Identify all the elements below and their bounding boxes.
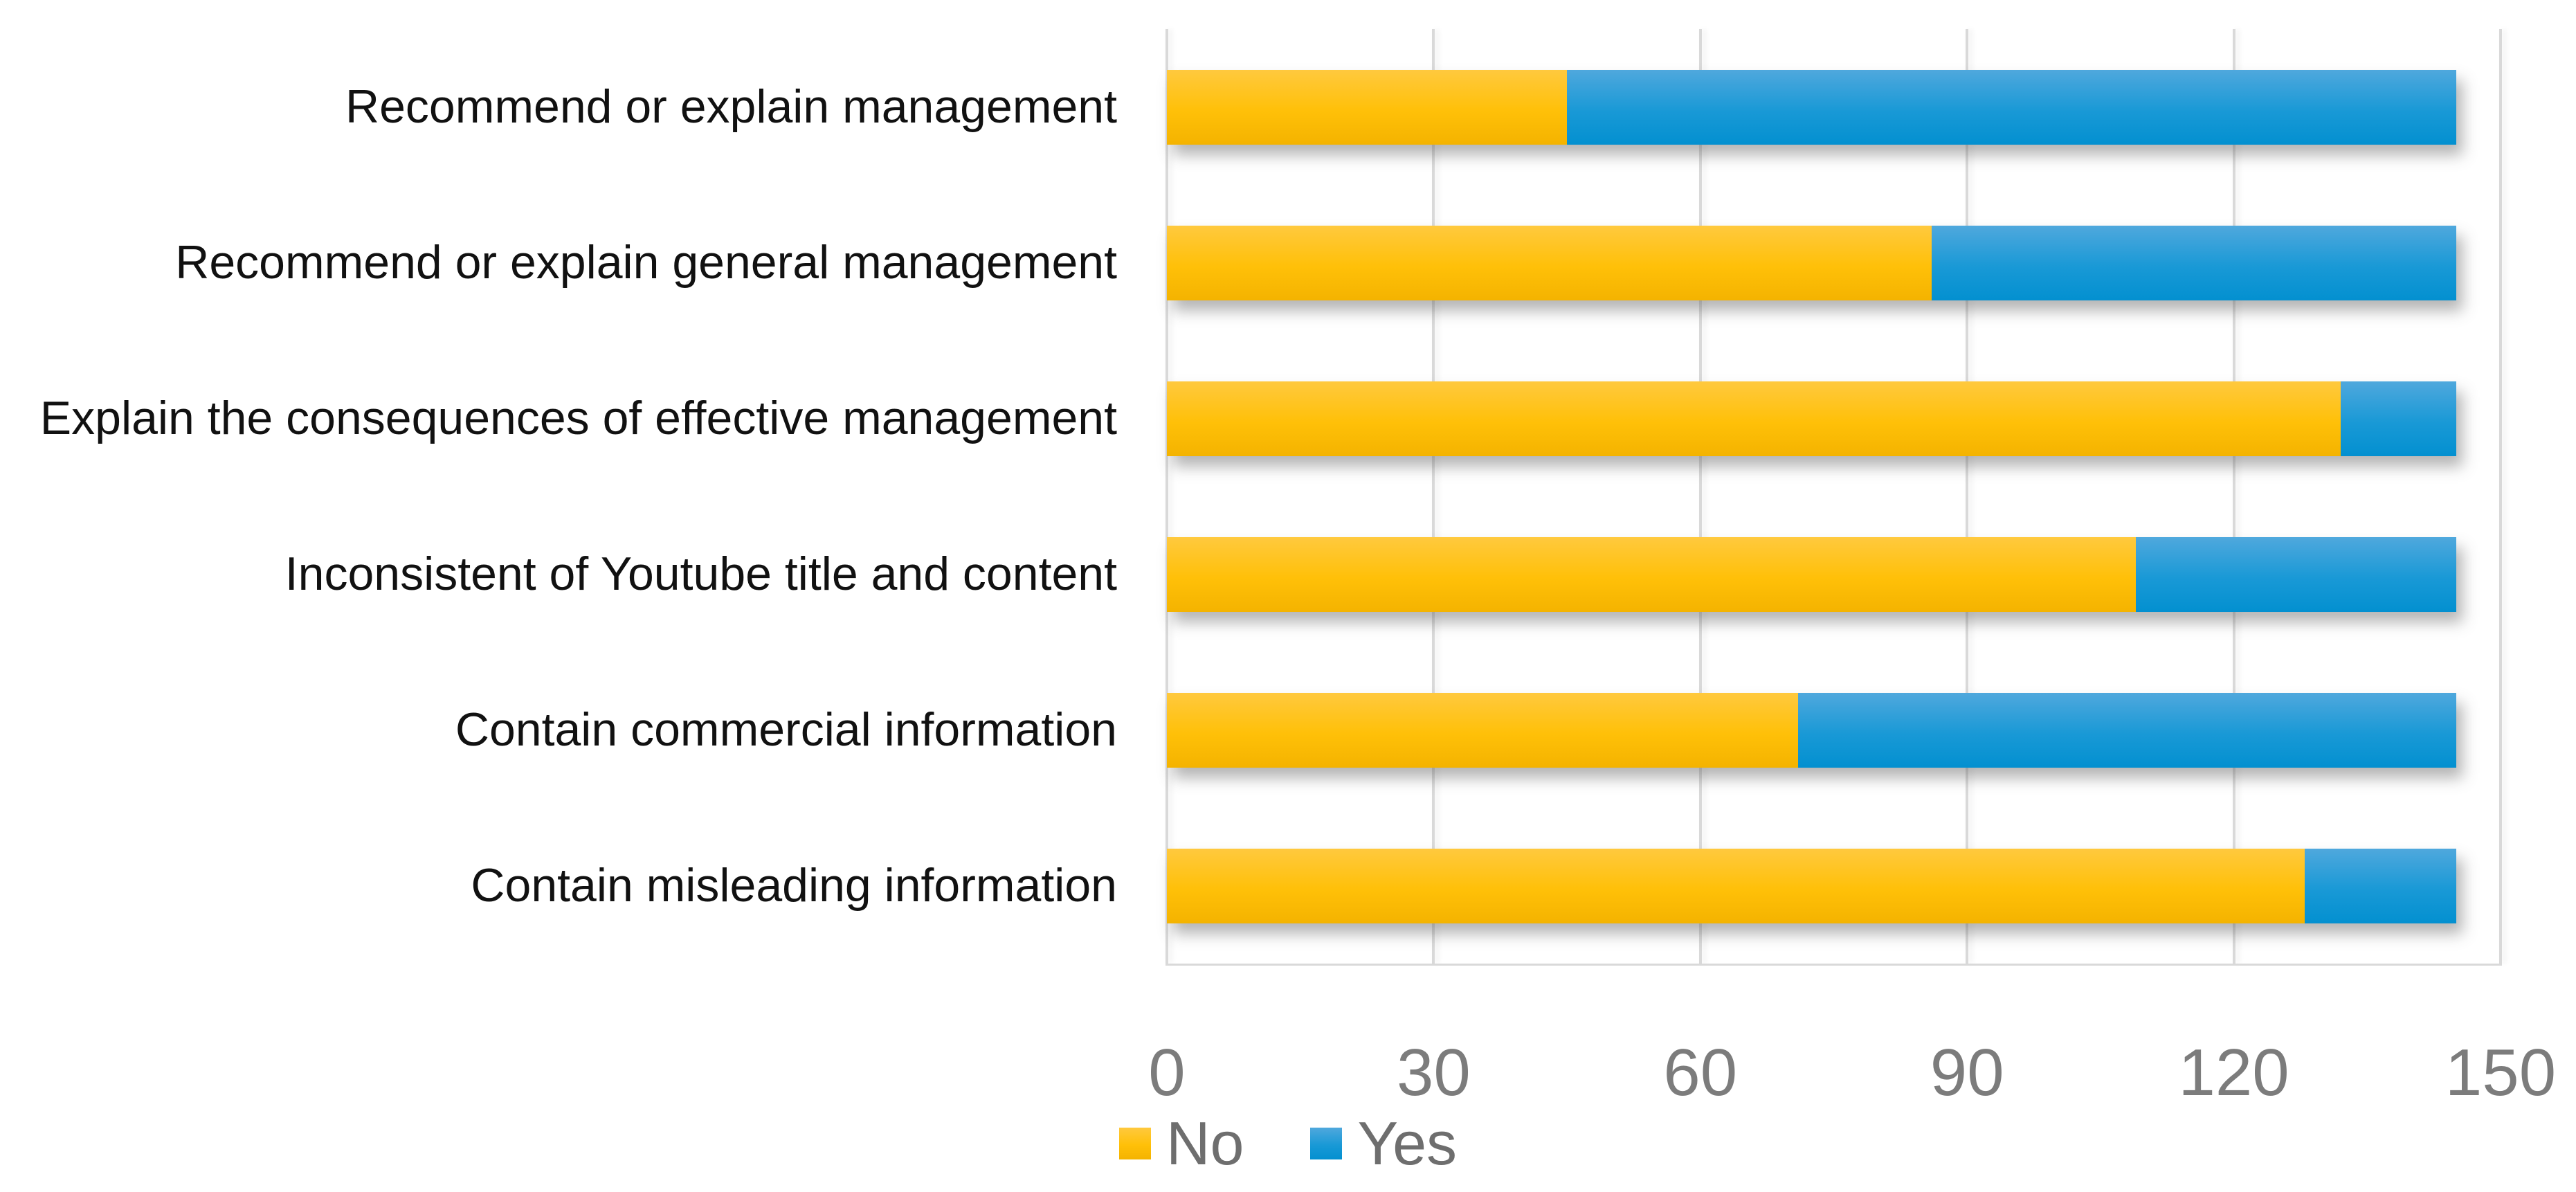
bar-segment-yes bbox=[1931, 225, 2456, 300]
bar-track bbox=[1167, 848, 2501, 923]
category-label: Recommend or explain management bbox=[345, 80, 1117, 134]
bar-segment-yes bbox=[2305, 848, 2456, 923]
category-label: Explain the consequences of effective ma… bbox=[39, 392, 1117, 445]
category-label: Contain misleading information bbox=[471, 859, 1117, 912]
gridline bbox=[1698, 29, 1702, 964]
category-label: Contain commercial information bbox=[455, 703, 1117, 757]
bar-rows: Recommend or explain management Recommend… bbox=[0, 29, 2501, 964]
legend-item-yes: Yes bbox=[1310, 1113, 1457, 1174]
legend-label: Yes bbox=[1357, 1109, 1458, 1177]
gridline bbox=[1165, 29, 1168, 964]
legend-swatch-yes bbox=[1310, 1128, 1343, 1159]
bar-track bbox=[1167, 536, 2501, 612]
legend-label: No bbox=[1165, 1109, 1244, 1177]
bar-segment-yes bbox=[2136, 536, 2456, 612]
x-axis-baseline bbox=[1165, 964, 2502, 966]
bar-row: Contain misleading information bbox=[0, 808, 2501, 964]
gridline bbox=[2232, 29, 2235, 964]
gridline bbox=[2499, 29, 2502, 964]
bar-track bbox=[1167, 381, 2501, 456]
legend: No Yes bbox=[0, 1113, 2576, 1174]
x-axis-tick-label: 0 bbox=[1148, 1036, 1186, 1110]
bar-track bbox=[1167, 69, 2501, 145]
gridline bbox=[1966, 29, 1969, 964]
x-axis-tick-label: 90 bbox=[1930, 1036, 2004, 1110]
bar-segment-no bbox=[1167, 381, 2341, 456]
bar-row: Inconsistent of Youtube title and conten… bbox=[0, 496, 2501, 652]
bar-track bbox=[1167, 225, 2501, 300]
stacked-bar bbox=[1167, 692, 2456, 768]
bar-segment-yes bbox=[1798, 692, 2456, 768]
x-axis-tick-label: 30 bbox=[1397, 1036, 1471, 1110]
x-axis-ticks: 0 30 60 90 120 150 bbox=[1148, 1036, 2556, 1123]
bar-segment-no bbox=[1167, 692, 1799, 768]
stacked-bar bbox=[1167, 69, 2456, 145]
bar-segment-no bbox=[1167, 69, 1568, 145]
bar-segment-no bbox=[1167, 225, 1932, 300]
category-label: Inconsistent of Youtube title and conten… bbox=[284, 548, 1117, 601]
gridline bbox=[1432, 29, 1435, 964]
bar-row: Contain commercial information bbox=[0, 652, 2501, 808]
bar-track bbox=[1167, 692, 2501, 768]
x-axis-tick-label: 150 bbox=[2445, 1036, 2557, 1110]
stacked-bar bbox=[1167, 536, 2456, 612]
legend-swatch-no bbox=[1118, 1128, 1151, 1159]
bar-segment-yes bbox=[1567, 69, 2456, 145]
legend-item-no: No bbox=[1118, 1109, 1244, 1177]
category-label: Recommend or explain general management bbox=[175, 236, 1117, 289]
x-axis-tick-label: 60 bbox=[1663, 1036, 1738, 1110]
stacked-bar bbox=[1167, 225, 2456, 300]
bar-row: Explain the consequences of effective ma… bbox=[0, 341, 2501, 496]
x-axis-tick-label: 120 bbox=[2178, 1036, 2289, 1110]
bar-segment-yes bbox=[2340, 381, 2456, 456]
bar-row: Recommend or explain management bbox=[0, 29, 2501, 185]
stacked-bar bbox=[1167, 381, 2456, 456]
bar-segment-no bbox=[1167, 848, 2305, 923]
gridlines bbox=[1165, 29, 2502, 964]
bar-row: Recommend or explain general management bbox=[0, 185, 2501, 341]
bar-segment-no bbox=[1167, 536, 2137, 612]
stacked-bar bbox=[1167, 848, 2456, 923]
